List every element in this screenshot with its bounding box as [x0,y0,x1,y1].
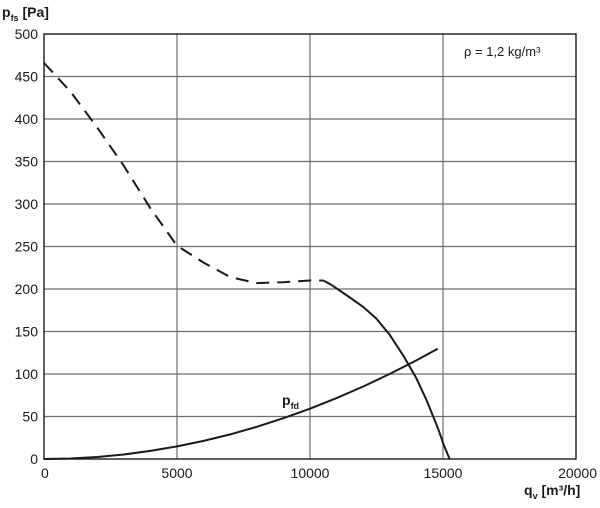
x-tick-labels: 0 5000 10000 15000 20000 [41,465,597,481]
series-pfd-line [43,347,439,460]
y-axis-title-unit: [Pa] [19,4,49,20]
y-tick-label: 300 [15,196,39,212]
y-axis-title-sub: fs [11,13,19,23]
y-tick-label: 350 [15,154,39,170]
y-tick-label: 150 [15,324,39,340]
x-axis-title-sub: v [533,491,538,501]
x-tick-label: 15000 [424,465,463,481]
x-tick-label: 10000 [291,465,330,481]
series-label-pfd: pfd [282,392,299,411]
series-layer [43,62,451,460]
x-tick-label: 20000 [558,465,597,481]
density-annotation: ρ = 1,2 kg/m³ [464,44,541,59]
y-tick-labels: 0 50 100 150 200 250 300 350 400 450 500 [15,26,39,467]
y-axis-title-main: p [2,4,11,20]
y-axis-title: pfs [Pa] [2,4,49,23]
x-tick-label: 0 [41,465,49,481]
series-label-pfd-main: p [282,392,291,408]
x-axis-title: qv [m³/h] [524,482,580,501]
x-axis-title-main: q [524,482,533,498]
y-tick-label: 100 [15,366,39,382]
y-tick-label: 0 [30,451,38,467]
x-axis-title-unit: [m³/h] [538,482,581,498]
y-tick-label: 250 [15,239,39,255]
y-tick-label: 400 [15,111,39,127]
series-label-pfd-sub: fd [291,401,300,411]
plot-frame [43,33,577,460]
y-tick-label: 200 [15,281,39,297]
series-solid-line [322,279,451,460]
series-dashed-line [43,62,324,285]
y-tick-label: 50 [22,409,38,425]
y-tick-label: 500 [15,26,39,42]
grid-lines [44,34,576,459]
x-tick-label: 5000 [161,465,192,481]
y-tick-label: 450 [15,69,39,85]
